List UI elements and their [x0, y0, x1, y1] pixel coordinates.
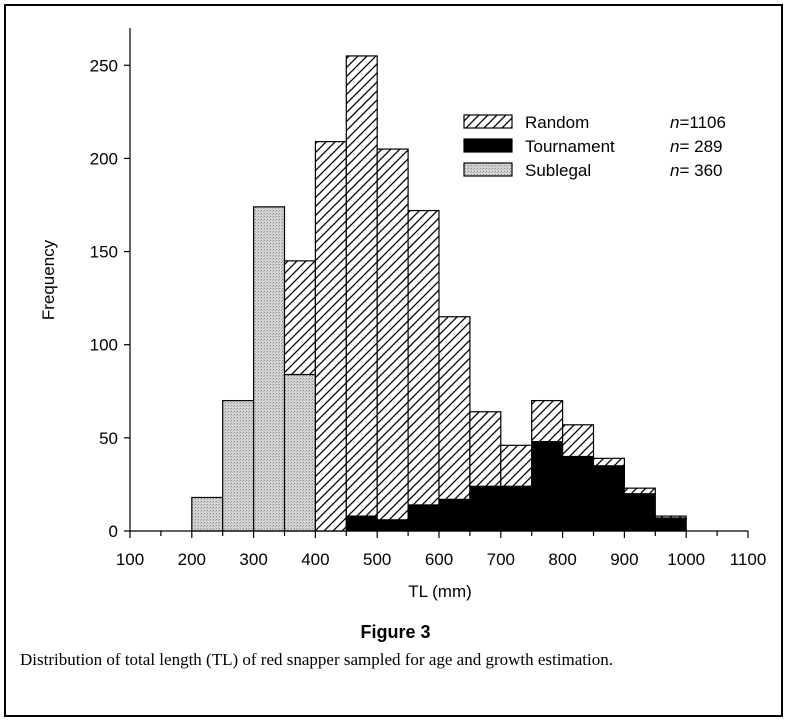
bar-tournament-900 [623, 493, 656, 532]
bar-random-600 [438, 316, 471, 500]
bar-tournament-550 [407, 504, 440, 532]
bar-random-700 [500, 444, 533, 487]
bar-sublegal-200 [191, 496, 224, 532]
bar-random-350 [283, 260, 316, 376]
bar-random-500 [376, 148, 409, 521]
legend-n-tournament: n= 289 [670, 137, 722, 156]
bar-tournament-850 [592, 465, 625, 532]
bar-tournament-750 [531, 440, 564, 532]
legend-label-sublegal: Sublegal [525, 161, 591, 180]
x-tick-label-400: 400 [301, 550, 329, 569]
y-tick-label-100: 100 [90, 336, 118, 355]
bar-tournament-450 [345, 515, 378, 532]
x-tick-label-1100: 1100 [730, 550, 767, 569]
bar-random-750 [531, 399, 564, 443]
x-tick-label-800: 800 [548, 550, 576, 569]
bar-random-900 [623, 487, 656, 495]
legend-swatch-tournament [463, 138, 513, 153]
bar-tournament-650 [469, 485, 502, 532]
bar-random-950 [654, 515, 687, 519]
y-tick-label-0: 0 [109, 522, 118, 541]
figure-title: Figure 3 [360, 622, 431, 642]
legend-n-sublegal: n= 360 [670, 161, 722, 180]
bar-random-400 [314, 141, 347, 532]
bar-random-800 [561, 424, 595, 458]
y-tick-label-50: 50 [99, 429, 118, 448]
x-tick-label-600: 600 [425, 550, 453, 569]
bar-sublegal-350 [283, 373, 316, 532]
bar-sublegal-250 [222, 399, 255, 532]
legend: Random n=1106 Tournament n= 289 Sublegal n= 3… [463, 113, 726, 180]
x-tick-label-500: 500 [363, 550, 391, 569]
y-axis-label: Frequency [39, 239, 58, 320]
y-tick-label-250: 250 [90, 56, 118, 75]
bar-tournament-950 [654, 517, 687, 532]
legend-label-tournament: Tournament [525, 137, 615, 156]
x-tick-label-700: 700 [487, 550, 515, 569]
y-tick-label-200: 200 [90, 149, 118, 168]
legend-label-random: Random [525, 113, 589, 132]
y-tick-label-150: 150 [90, 243, 118, 262]
x-tick-label-1000: 1000 [667, 550, 705, 569]
histogram-chart: 0 50 100 150 200 250 100 200 300 400 500 600 700 800 9… [39, 28, 767, 601]
x-tick-label-900: 900 [610, 550, 638, 569]
bar-tournament-700 [500, 485, 533, 532]
x-tick-label-300: 300 [239, 550, 267, 569]
figure-caption: Distribution of total length (TL) of red… [20, 650, 613, 669]
legend-swatch-random [463, 114, 513, 129]
bar-tournament-800 [561, 455, 595, 532]
x-axis-label: TL (mm) [408, 582, 472, 601]
bar-random-450 [345, 55, 378, 517]
bar-sublegal-300 [253, 206, 286, 532]
bar-tournament-500 [376, 519, 409, 532]
bar-random-650 [469, 411, 502, 487]
bar-random-850 [592, 457, 625, 467]
x-tick-label-100: 100 [116, 550, 144, 569]
x-tick-label-200: 200 [178, 550, 206, 569]
bar-random-550 [407, 209, 440, 506]
bar-tournament-600 [438, 498, 471, 532]
legend-n-random: n=1106 [670, 113, 726, 132]
legend-swatch-sublegal [463, 162, 513, 177]
